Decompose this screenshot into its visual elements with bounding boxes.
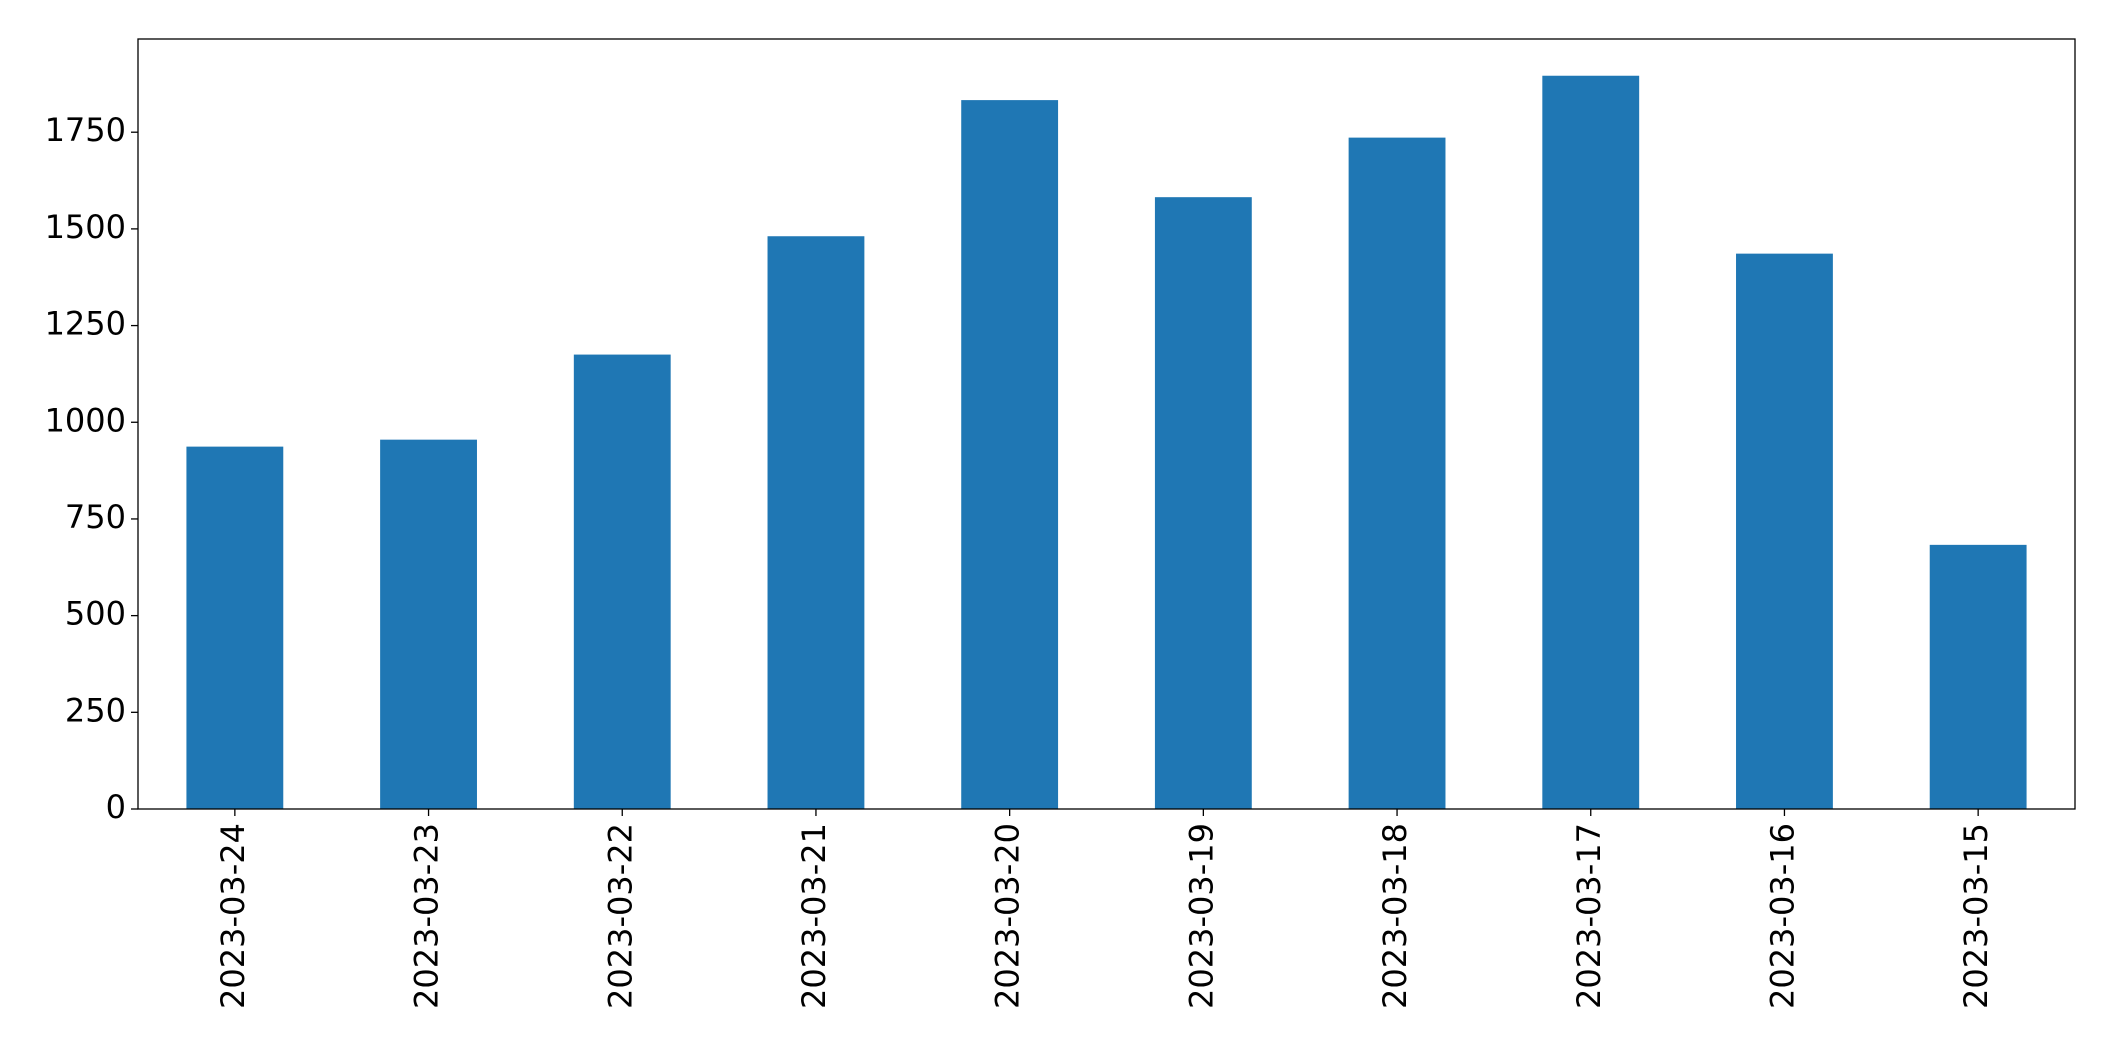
y-tick-label: 750 xyxy=(65,498,126,536)
x-tick-label: 2023-03-21 xyxy=(795,823,833,1009)
bar xyxy=(1542,75,1640,809)
bar xyxy=(1929,544,2027,809)
x-tick-label: 2023-03-16 xyxy=(1763,823,1801,1009)
bar xyxy=(1736,253,1833,810)
bar xyxy=(961,100,1059,809)
y-tick-label: 500 xyxy=(65,595,126,633)
y-tick-label: 1500 xyxy=(45,208,126,246)
y-tick-label: 0 xyxy=(106,788,126,826)
x-tick-label: 2023-03-23 xyxy=(408,823,446,1009)
x-tick-label: 2023-03-20 xyxy=(989,823,1027,1009)
bar xyxy=(1154,197,1252,810)
bar xyxy=(186,446,284,809)
x-tick-label: 2023-03-15 xyxy=(1957,823,1995,1009)
y-tick-label: 1250 xyxy=(45,305,126,343)
bar xyxy=(1348,137,1446,810)
bar xyxy=(380,439,477,809)
plot-frame xyxy=(137,38,2076,810)
y-tick-label: 250 xyxy=(65,691,126,729)
y-tick-label: 1000 xyxy=(45,401,126,439)
x-tick-label: 2023-03-19 xyxy=(1182,823,1220,1009)
x-tick-label: 2023-03-22 xyxy=(601,823,639,1009)
x-tick-label: 2023-03-24 xyxy=(214,823,252,1009)
bar xyxy=(573,354,671,809)
x-tick-label: 2023-03-18 xyxy=(1376,823,1414,1009)
y-tick-label: 1750 xyxy=(45,111,126,149)
bar xyxy=(767,236,865,810)
x-tick-label: 2023-03-17 xyxy=(1570,823,1608,1009)
